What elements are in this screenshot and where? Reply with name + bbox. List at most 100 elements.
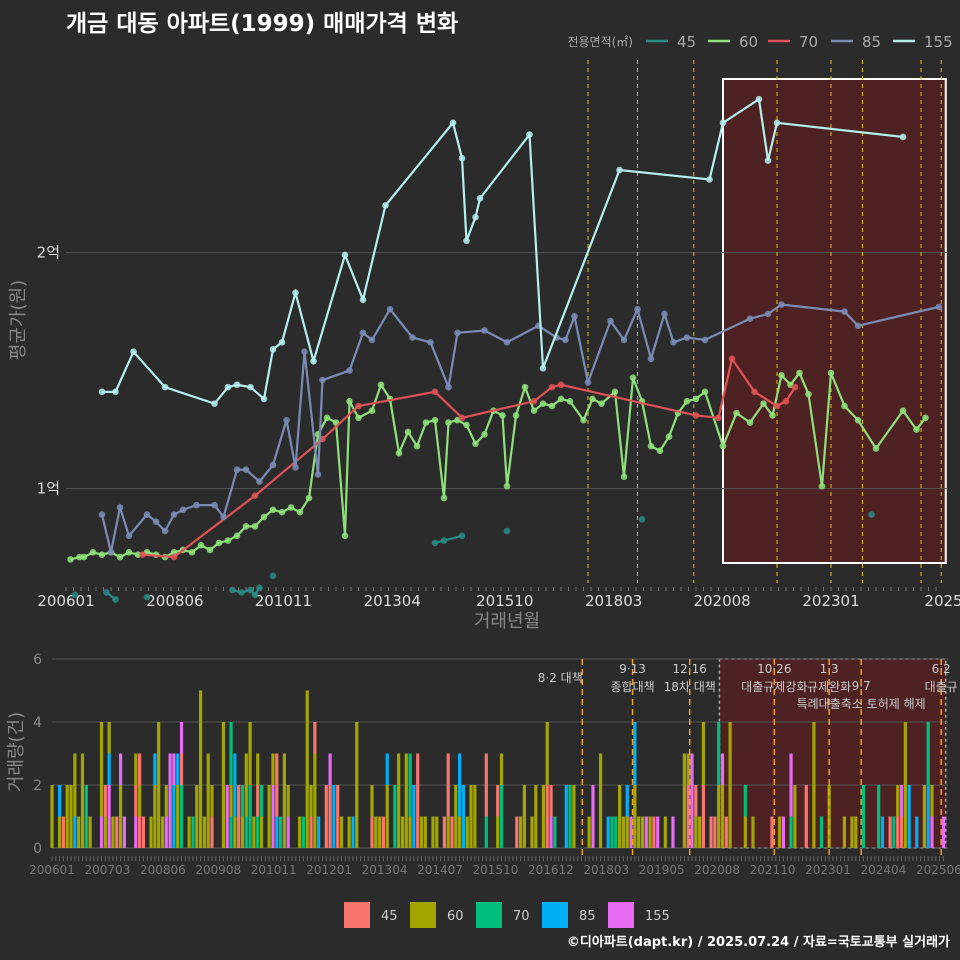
data-point-155 [526, 131, 533, 138]
x-tick-label: 200806 [146, 592, 203, 610]
data-point-45 [503, 527, 511, 535]
data-point-85 [161, 527, 169, 535]
x-tick-label: 202008 [693, 592, 750, 610]
x-tick-label-bottom: 202404 [861, 863, 907, 877]
data-point-70 [170, 553, 178, 561]
bar-segment [221, 785, 226, 817]
data-point-60 [746, 419, 754, 426]
data-point-155 [463, 237, 470, 245]
data-point-85 [854, 322, 862, 330]
legend-label-85: 85 [862, 33, 881, 51]
bar-segment [717, 785, 721, 848]
bar-segment [309, 785, 313, 817]
bar-segment [484, 816, 488, 848]
bar-segment [686, 785, 690, 848]
bar-segment [644, 816, 648, 848]
bar-segment [248, 753, 252, 785]
bar-segment [233, 816, 237, 848]
data-point-155 [382, 202, 389, 209]
bar-segment [118, 753, 123, 785]
data-point-60 [589, 395, 596, 403]
bar-segment [549, 785, 553, 817]
bar-segment [637, 816, 641, 848]
bar-segment [671, 816, 675, 848]
bar-segment [690, 753, 694, 817]
bar-segment [259, 816, 264, 848]
bar-segment [351, 816, 355, 848]
data-point-60 [260, 513, 268, 521]
bar-segment [61, 816, 66, 848]
data-point-60 [683, 397, 691, 405]
data-point-60 [224, 537, 232, 544]
data-point-60 [445, 419, 452, 426]
data-point-60 [296, 508, 304, 516]
bar-segment [880, 816, 885, 848]
bar-segment [926, 722, 930, 785]
x-tick-label-bottom: 202008 [694, 863, 740, 877]
bar-segment [168, 816, 172, 848]
bar-segment [728, 722, 732, 785]
data-point-85 [746, 315, 754, 322]
bar-segment [50, 816, 54, 848]
data-point-155 [310, 357, 317, 365]
data-point-155 [224, 383, 232, 391]
data-point-70 [715, 414, 722, 422]
bar-segment [778, 816, 782, 848]
bar-segment [267, 816, 271, 848]
bar-segment [73, 753, 77, 817]
data-point-85 [427, 338, 434, 346]
legend-label-155: 155 [924, 33, 953, 51]
bar-segment [640, 816, 645, 848]
bar-segment [393, 785, 397, 848]
bar-segment [610, 816, 614, 848]
bar-segment [309, 816, 313, 848]
bar-segment [419, 816, 424, 848]
data-point-155 [755, 95, 763, 103]
data-point-60 [463, 421, 470, 429]
bar-segment [248, 785, 252, 848]
data-point-60 [701, 388, 709, 396]
data-point-155 [458, 154, 466, 162]
data-point-60 [422, 419, 430, 426]
bar-segment [416, 785, 420, 848]
bar-segment [256, 785, 260, 817]
data-point-60 [778, 372, 785, 379]
data-point-85 [409, 334, 416, 341]
bar-segment [743, 816, 747, 848]
data-point-70 [728, 355, 736, 363]
bar-segment [431, 816, 435, 848]
data-point-60 [818, 482, 826, 490]
bar-segment [138, 816, 142, 848]
bar-segment [160, 816, 165, 848]
bar-segment [248, 722, 252, 754]
bar-segment [545, 722, 549, 785]
data-point-45 [112, 596, 119, 603]
data-point-155 [247, 383, 254, 391]
data-point-155 [773, 119, 781, 127]
bar-segment [244, 816, 248, 848]
bar-segment [606, 816, 610, 848]
bar-segment [465, 816, 469, 848]
bar-segment [328, 785, 332, 848]
bar-segment [663, 816, 667, 848]
bar-segment [682, 753, 686, 785]
data-point-45 [458, 532, 466, 540]
x-tick-label-bottom: 201407 [417, 863, 463, 877]
data-point-155 [211, 400, 218, 407]
bar-segment [469, 816, 473, 848]
bar-segment [907, 785, 911, 848]
bar-segment [164, 816, 168, 848]
legend-label-bottom-70: 70 [513, 909, 530, 924]
data-point-155 [130, 348, 137, 356]
bar-segment [789, 816, 793, 848]
data-point-85 [386, 305, 394, 313]
bar-segment [157, 722, 161, 754]
data-point-85 [683, 334, 691, 341]
bar-segment [198, 785, 203, 848]
bar-segment [336, 785, 340, 848]
data-point-70 [251, 492, 259, 499]
bar-segment [191, 816, 195, 848]
bar-segment [408, 816, 412, 848]
bar-segment [720, 785, 725, 848]
